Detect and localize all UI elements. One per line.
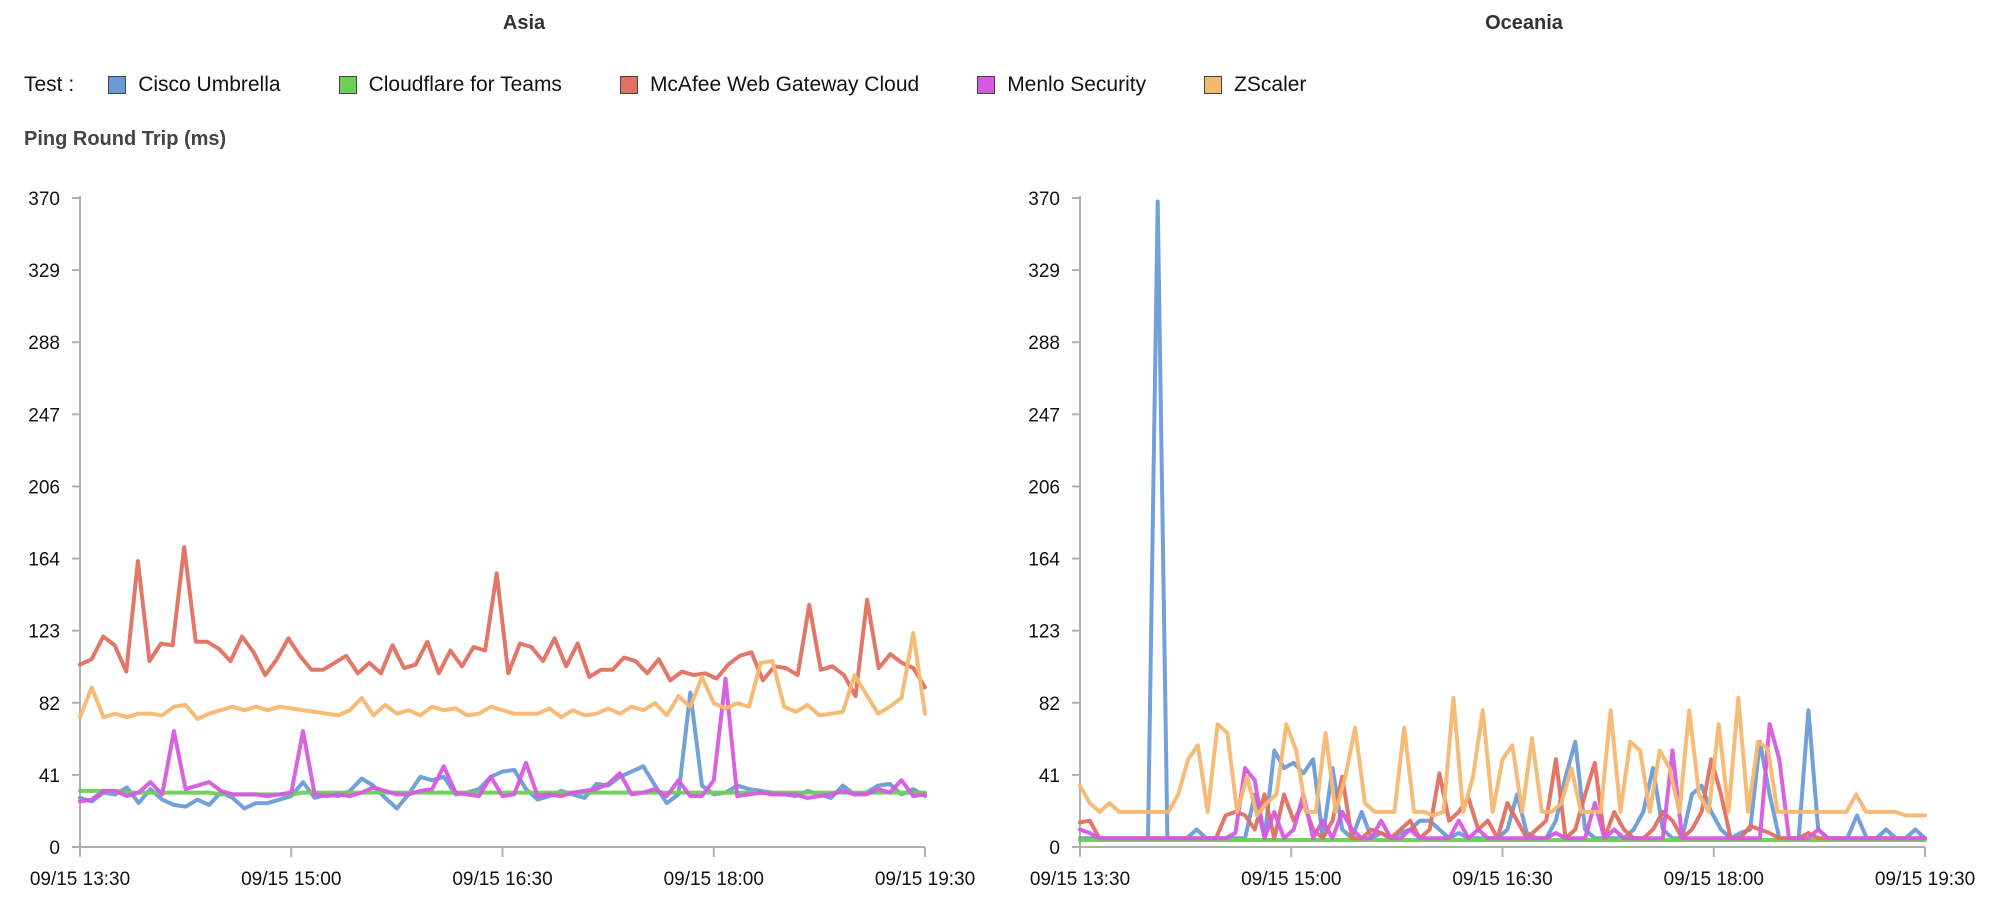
asia-x-tick-label: 09/15 16:30: [452, 869, 552, 890]
asia-y-tick-label: 164: [28, 550, 60, 571]
chart-panel-asia: 0 41 82 123 164 206 247 288 329 370 09/15 13:30 09/…: [28, 189, 975, 890]
legend-item-menlo-security[interactable]: Menlo Security: [977, 73, 1146, 97]
oceania-x-tick-label: 09/15 18:00: [1664, 869, 1764, 890]
oceania-y-tick-label: 164: [1028, 550, 1060, 571]
asia-x-tick-label: 09/15 18:00: [664, 869, 764, 890]
chart-title-oceania: Oceania: [1485, 12, 1563, 34]
asia-y-tick-label: 123: [28, 622, 60, 643]
legend-prefix: Test :: [24, 73, 75, 96]
legend-swatch-menlo-security: [977, 76, 996, 94]
asia-y-tick-label: 370: [28, 189, 60, 210]
legend-swatch-cloudflare-for-teams: [338, 76, 357, 94]
oceania-y-tick-label: 370: [1028, 189, 1060, 210]
legend-swatch-mcafee-web-gateway-cloud: [619, 76, 638, 94]
asia-y-tick-label: 288: [28, 333, 60, 354]
oceania-y-tick-label: 0: [1049, 838, 1060, 859]
oceania-y-tick-label: 82: [1039, 694, 1060, 715]
oceania-series-zscaler[interactable]: [1078, 695, 1927, 818]
asia-y-tick-label: 329: [28, 261, 60, 282]
oceania-y-tick-label: 41: [1039, 766, 1060, 787]
oceania-x-tick-label: 09/15 13:30: [1030, 869, 1130, 890]
metric-label: Ping Round Trip (ms): [24, 128, 227, 150]
legend-item-cloudflare-for-teams[interactable]: Cloudflare for Teams: [338, 73, 562, 97]
asia-y-tick-label: 0: [49, 838, 60, 859]
legend-label-mcafee-web-gateway-cloud: McAfee Web Gateway Cloud: [649, 73, 920, 96]
legend-label-zscaler: ZScaler: [1234, 73, 1307, 96]
oceania-x-tick-label: 09/15 19:30: [1875, 869, 1975, 890]
asia-y-tick-label: 82: [39, 694, 60, 715]
oceania-series-menlo-security[interactable]: [1078, 722, 1927, 841]
oceania-y-tick-label: 247: [1028, 405, 1060, 426]
oceania-x-tick-label: 09/15 16:30: [1452, 869, 1552, 890]
asia-series-zscaler[interactable]: [78, 631, 927, 721]
asia-x-tick-label: 09/15 19:30: [875, 869, 975, 890]
oceania-y-tick-label: 123: [1028, 622, 1060, 643]
legend-label-menlo-security: Menlo Security: [1007, 73, 1147, 96]
legend-item-cisco-umbrella[interactable]: Cisco Umbrella: [108, 73, 281, 97]
asia-x-tick-label: 09/15 15:00: [241, 869, 341, 890]
asia-y-tick-label: 41: [39, 766, 60, 787]
legend-swatch-zscaler: [1204, 76, 1223, 94]
oceania-y-tick-label: 329: [1028, 261, 1060, 282]
chart-title-asia: Asia: [502, 12, 546, 34]
asia-series-mcafee-web-gateway-cloud[interactable]: [78, 545, 927, 699]
chart-panel-oceania: 0 41 82 123 164 206 247 288 329 370 09/15 13:30 09/…: [1028, 189, 1975, 890]
asia-x-tick-label: 09/15 13:30: [30, 869, 130, 890]
asia-series-menlo-security[interactable]: [78, 676, 927, 804]
legend-swatch-cisco-umbrella: [108, 76, 127, 94]
asia-y-tick-label: 247: [28, 405, 60, 426]
oceania-series-cisco-umbrella[interactable]: [1078, 199, 1927, 841]
legend-label-cisco-umbrella: Cisco Umbrella: [138, 73, 281, 96]
oceania-series-mcafee-web-gateway-cloud[interactable]: [1078, 757, 1927, 841]
oceania-x-tick-label: 09/15 15:00: [1241, 869, 1341, 890]
oceania-y-tick-label: 288: [1028, 333, 1060, 354]
legend-label-cloudflare-for-teams: Cloudflare for Teams: [368, 73, 562, 96]
asia-y-tick-label: 206: [28, 477, 60, 498]
legend-item-zscaler[interactable]: ZScaler: [1204, 73, 1306, 97]
legend: Test : Cisco Umbrella Cloudflare for Tea…: [24, 70, 1364, 100]
oceania-y-tick-label: 206: [1028, 477, 1060, 498]
legend-item-mcafee-web-gateway-cloud[interactable]: McAfee Web Gateway Cloud: [619, 73, 920, 97]
